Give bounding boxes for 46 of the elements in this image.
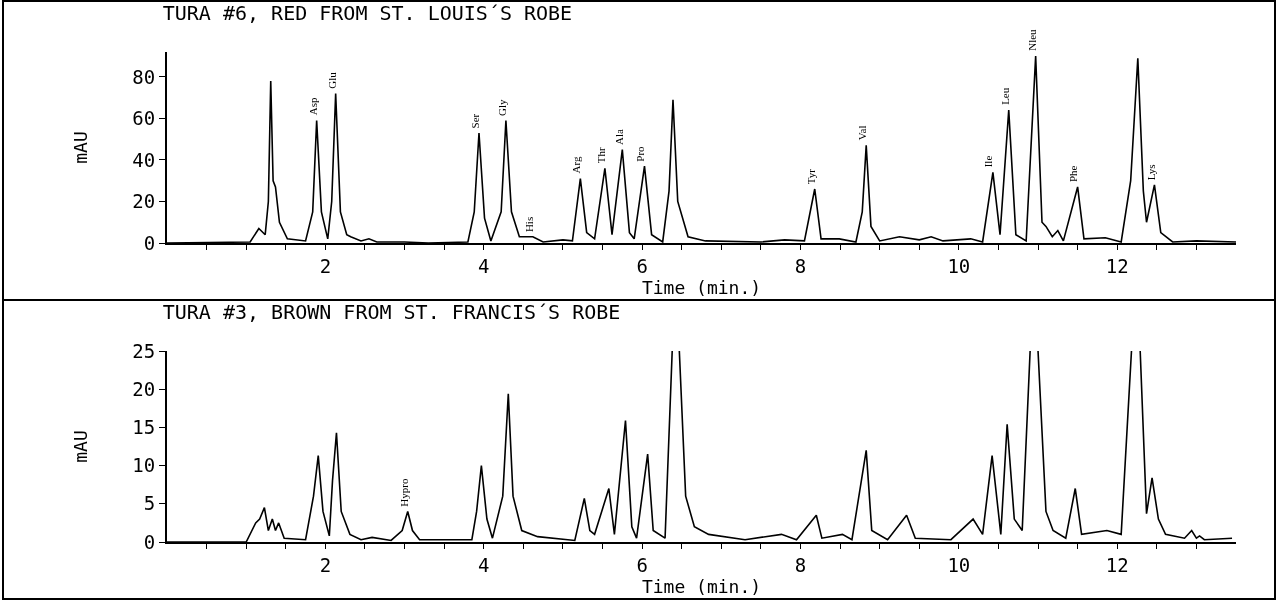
y-axis-title: mAU xyxy=(70,430,92,463)
annotation: Ile xyxy=(982,155,995,168)
x-tick-label: 8 xyxy=(794,553,807,576)
annotation: Thr xyxy=(594,146,607,164)
annotation: Glu xyxy=(325,71,338,89)
annotation: Ser xyxy=(468,113,481,129)
y-tick-label: 80 xyxy=(132,65,156,88)
x-tick-label: 10 xyxy=(947,254,971,277)
x-tick-label: 12 xyxy=(1105,254,1129,277)
annotation: Leu xyxy=(998,87,1011,105)
y-tick-label: 5 xyxy=(143,492,156,515)
annotation: Val xyxy=(856,125,869,141)
x-tick-label: 8 xyxy=(794,254,807,277)
y-tick-label: 15 xyxy=(132,416,156,439)
annotation: Asp xyxy=(307,96,320,116)
annotation: Lys xyxy=(1144,164,1157,181)
annotation: Arg xyxy=(570,156,583,174)
y-tick-label: 0 xyxy=(143,530,156,553)
y-tick-label: 25 xyxy=(132,339,156,362)
x-tick-label: 2 xyxy=(319,553,332,576)
x-tick-label: 4 xyxy=(478,553,490,576)
x-tick-label: 4 xyxy=(478,254,490,277)
x-tick-label: 6 xyxy=(636,254,648,277)
annotation: Pro xyxy=(634,145,647,162)
y-tick-label: 0 xyxy=(143,231,156,254)
y-tick-label: 20 xyxy=(132,190,156,213)
x-tick-label: 12 xyxy=(1105,553,1129,576)
annotation: Tyr xyxy=(805,168,818,185)
annotation: Hypro xyxy=(397,478,410,507)
x-tick-label: 10 xyxy=(947,553,971,576)
x-tick-label: 6 xyxy=(636,553,648,576)
y-tick-label: 10 xyxy=(132,454,156,477)
x-axis-title: Time (min.) xyxy=(641,276,762,298)
x-axis-title: Time (min.) xyxy=(641,575,762,597)
annotation: Ala xyxy=(612,128,625,145)
chart-title: TURA #6, RED FROM ST. LOUIS´S ROBE xyxy=(162,1,573,26)
chart-title: TURA #3, BROWN FROM ST. FRANCIS´S ROBE xyxy=(162,300,621,325)
annotation: Nleu xyxy=(1025,28,1038,51)
x-tick-label: 2 xyxy=(319,254,332,277)
annotation: His xyxy=(522,216,535,233)
y-tick-label: 40 xyxy=(132,148,156,171)
y-axis-title: mAU xyxy=(70,131,92,164)
annotation: Gly xyxy=(495,98,508,116)
y-tick-label: 60 xyxy=(132,107,156,130)
annotation: Phe xyxy=(1067,165,1080,183)
y-tick-label: 20 xyxy=(132,377,156,400)
